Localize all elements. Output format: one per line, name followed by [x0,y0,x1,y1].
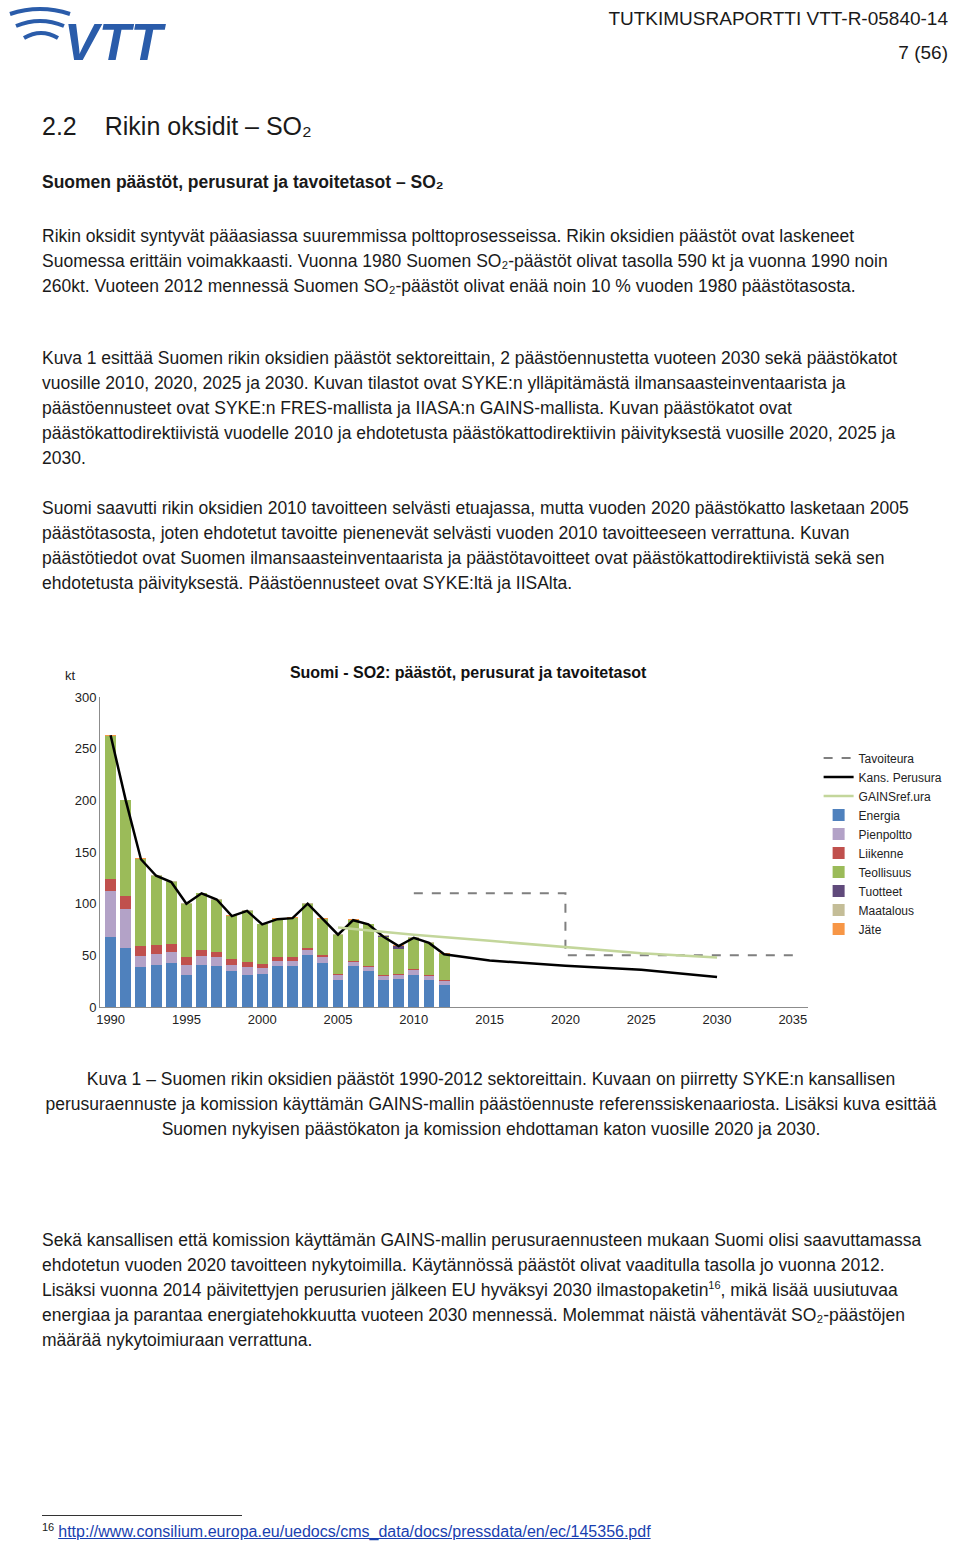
html-text:TUTKIMUSRAPORTTI VTT-R-05840-1: TUTKIMUSRAPORTTI VTT-R-05840-14 [608,8,948,29]
svg-text:1995: 1995 [172,1012,201,1027]
svg-text:Kans. Perusura: Kans. Perusura [859,771,942,785]
svg-text:kt: kt [65,668,76,683]
svg-text:Pienpoltto: Pienpoltto [859,828,913,842]
svg-text:250: 250 [75,741,97,756]
svg-text:300: 300 [75,690,97,705]
svg-text:2015: 2015 [475,1012,504,1027]
svg-text:2025: 2025 [627,1012,656,1027]
svg-text:2020: 2020 [551,1012,580,1027]
svg-text:100: 100 [75,896,97,911]
html-text:Suomen päästöt, perusurat ja t: Suomen päästöt, perusurat ja tavoitetaso… [42,172,444,192]
svg-text:Tavoiteura: Tavoiteura [859,752,915,766]
html-text:Suomi saavutti rikin oksidien: Suomi saavutti rikin oksidien 2010 tavoi… [42,498,909,593]
html-text:2.2: 2.2 [42,112,77,140]
svg-text:0: 0 [89,1000,96,1015]
svg-text:Energia: Energia [859,809,901,823]
html-text:Rikin oksidit syntyvät pääasia: Rikin oksidit syntyvät pääasiassa suurem… [42,226,888,296]
svg-text:Liikenne: Liikenne [859,847,904,861]
svg-text:2035: 2035 [778,1012,807,1027]
svg-text:50: 50 [82,948,96,963]
svg-text:GAINSref.ura: GAINSref.ura [859,790,931,804]
html-text:Sekä kansallisen että komissio: Sekä kansallisen että komission käyttämä… [42,1230,922,1350]
svg-text:Jäte: Jäte [859,923,882,937]
svg-text:1990: 1990 [96,1012,125,1027]
svg-text:200: 200 [75,793,97,808]
html-text:Kuva 1 – Suomen rikin oksidien: Kuva 1 – Suomen rikin oksidien päästöt 1… [45,1069,937,1139]
svg-text:2030: 2030 [703,1012,732,1027]
html-text:7 (56): 7 (56) [898,42,948,63]
svg-text:Teollisuus: Teollisuus [859,866,912,880]
html-text:16 http://www.consilium.europa: 16 http://www.consilium.europa.eu/uedocs… [42,1520,651,1540]
svg-text:2005: 2005 [324,1012,353,1027]
svg-text:Maatalous: Maatalous [859,904,914,918]
svg-text:150: 150 [75,845,97,860]
svg-text:VTT: VTT [64,13,166,71]
svg-text:2000: 2000 [248,1012,277,1027]
svg-text:Suomi - SO2: päästöt, perusura: Suomi - SO2: päästöt, perusurat ja tavoi… [290,664,647,681]
html-text:Rikin oksidit – SO₂: Rikin oksidit – SO₂ [104,112,312,140]
svg-text:2010: 2010 [399,1012,428,1027]
svg-text:Tuotteet: Tuotteet [859,885,903,899]
html-text:Kuva 1 esittää Suomen rikin ok: Kuva 1 esittää Suomen rikin oksidien pää… [42,348,898,468]
